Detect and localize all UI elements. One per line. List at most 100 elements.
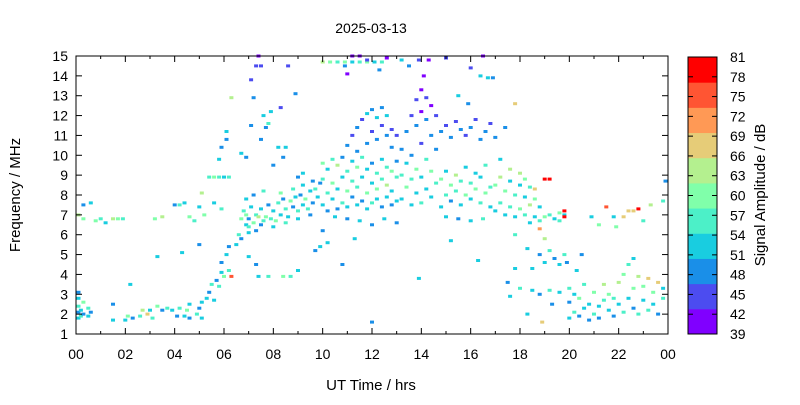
- data-point: [596, 304, 601, 308]
- data-point: [288, 199, 293, 203]
- data-point: [596, 316, 601, 320]
- data-point: [197, 243, 202, 247]
- data-point: [384, 56, 389, 60]
- data-point: [335, 207, 340, 211]
- data-point: [365, 207, 370, 211]
- data-point: [219, 261, 224, 264]
- data-point: [120, 217, 125, 221]
- data-point: [340, 155, 345, 159]
- data-point: [155, 255, 160, 259]
- data-point: [552, 217, 557, 221]
- data-point: [350, 195, 355, 199]
- data-point: [414, 98, 419, 102]
- data-point: [429, 195, 434, 199]
- colorbar-band: [688, 107, 717, 134]
- data-point: [271, 225, 276, 229]
- data-point: [251, 193, 256, 197]
- y-tick-label: 2: [60, 306, 68, 322]
- data-point: [626, 296, 631, 300]
- data-point: [513, 233, 518, 237]
- data-point: [335, 187, 340, 191]
- data-point: [416, 58, 421, 62]
- data-point: [384, 114, 389, 118]
- data-point: [226, 175, 231, 179]
- x-tick-label: 10: [315, 346, 331, 362]
- data-point: [261, 114, 266, 118]
- data-point: [271, 163, 276, 167]
- data-point: [217, 157, 222, 161]
- data-point: [370, 161, 374, 165]
- colorbar-tick-label: 54: [730, 227, 746, 243]
- data-point: [399, 173, 404, 177]
- colorbar-tick-label: 48: [730, 267, 746, 283]
- data-point: [300, 171, 305, 175]
- data-point: [246, 225, 251, 229]
- data-point: [601, 298, 606, 302]
- data-point: [310, 201, 315, 205]
- data-point: [374, 197, 379, 201]
- data-point: [350, 159, 355, 163]
- y-tick-label: 12: [52, 108, 68, 124]
- colorbar-tick-label: 45: [730, 286, 746, 302]
- data-point: [483, 130, 488, 133]
- data-point: [389, 189, 394, 193]
- data-point: [219, 270, 224, 274]
- data-point: [246, 217, 251, 221]
- y-tick-label: 10: [52, 147, 68, 163]
- data-point: [616, 280, 621, 284]
- data-point: [81, 217, 86, 221]
- data-point: [530, 267, 535, 270]
- data-point: [394, 159, 399, 163]
- data-point: [254, 229, 259, 233]
- data-point: [345, 143, 350, 147]
- data-point: [444, 193, 448, 197]
- data-point: [86, 306, 91, 310]
- data-point: [160, 308, 165, 312]
- data-point: [567, 300, 572, 304]
- data-point: [335, 60, 340, 64]
- data-point: [254, 213, 259, 217]
- data-point: [345, 72, 350, 76]
- data-point: [246, 231, 251, 235]
- data-point: [505, 280, 510, 284]
- data-point: [303, 197, 308, 201]
- data-point: [308, 189, 313, 193]
- data-point: [239, 151, 244, 155]
- data-point: [219, 145, 224, 149]
- y-tick-label: 3: [60, 286, 68, 302]
- data-point: [197, 306, 202, 310]
- data-point: [365, 60, 370, 64]
- data-point: [419, 201, 424, 205]
- data-point: [493, 135, 498, 139]
- colorbar-band: [688, 132, 717, 159]
- data-point: [661, 286, 666, 290]
- data-point: [579, 253, 584, 257]
- data-point: [426, 58, 431, 62]
- colorbar-tick-label: 75: [730, 89, 746, 105]
- data-point: [244, 197, 249, 201]
- data-point: [229, 274, 234, 278]
- data-point: [197, 205, 202, 209]
- data-point: [249, 124, 254, 127]
- data-point: [611, 314, 616, 318]
- data-point: [199, 191, 204, 195]
- data-point: [177, 203, 182, 207]
- data-point: [345, 217, 350, 221]
- data-point: [199, 316, 204, 320]
- data-point: [557, 263, 562, 266]
- data-point: [542, 261, 547, 264]
- data-point: [379, 157, 384, 161]
- y-tick-label: 15: [52, 48, 68, 64]
- colorbar-band: [688, 308, 717, 335]
- data-point: [214, 278, 219, 282]
- y-tick-label: 9: [60, 167, 68, 183]
- data-point: [370, 181, 374, 185]
- data-point: [266, 122, 271, 125]
- data-point: [78, 308, 83, 312]
- colorbar-band: [688, 82, 717, 108]
- data-point: [663, 179, 668, 183]
- data-point: [463, 133, 468, 137]
- data-point: [374, 171, 379, 175]
- data-point: [370, 223, 374, 227]
- data-point: [345, 169, 350, 173]
